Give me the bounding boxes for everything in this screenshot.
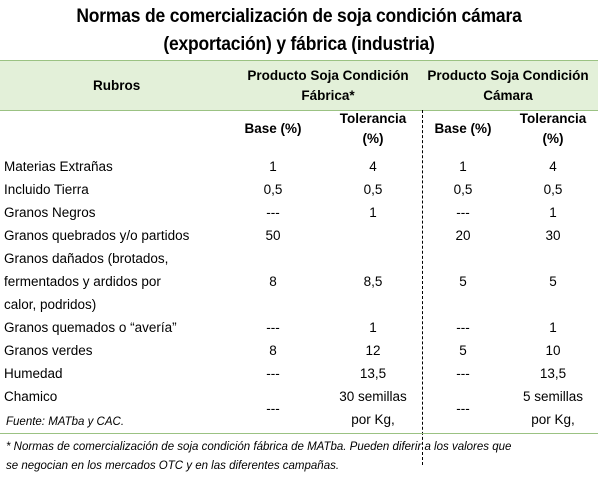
cell-rubro: Incluido Tierra — [4, 182, 89, 197]
header-fabrica-base: Base (%) — [244, 121, 302, 136]
cell-cam-tol: 4 — [549, 159, 557, 174]
header-group-camara-line-2: Cámara — [483, 88, 533, 103]
header-rubros: Rubros — [93, 78, 141, 93]
header-band — [0, 60, 598, 110]
footnote-line-1: * Normas de comercialización de soja con… — [6, 441, 512, 453]
cell-rubro: Materias Extrañas — [4, 159, 113, 174]
cell-cam-tol: por Kg, — [531, 412, 575, 427]
cell-fab-base: --- — [266, 205, 280, 220]
cell-rubro: Granos quemados o “avería” — [4, 320, 177, 335]
cell-fab-base: 0,5 — [263, 182, 283, 197]
cell-fab-base: --- — [266, 400, 280, 416]
cell-rubro: Humedad — [4, 366, 63, 381]
cell-cam-base: 5 — [459, 274, 467, 289]
source-note: Fuente: MATba y CAC. — [6, 416, 125, 428]
footnote-line-2: se negocian en los mercados OTC y en las… — [6, 460, 340, 472]
cell-cam-base: --- — [456, 400, 470, 416]
cell-fab-base: 1 — [269, 159, 277, 174]
cell-fab-tol: 1 — [369, 205, 377, 220]
header-camara-tolerancia-line-2: (%) — [542, 131, 564, 146]
header-bottom-rule — [0, 110, 598, 111]
cell-fab-base: --- — [266, 366, 280, 381]
header-group-fabrica-line-2: Fábrica* — [301, 88, 355, 103]
header-top-rule — [0, 60, 598, 61]
cell-fab-base: 8 — [269, 343, 277, 358]
cell-cam-tol: 13,5 — [539, 366, 567, 381]
cell-cam-tol: 30 — [545, 228, 561, 243]
cell-fab-tol: 4 — [369, 159, 377, 174]
table-title-line-1: Normas de comercialización de soja condi… — [76, 6, 522, 27]
cell-cam-base: --- — [456, 320, 470, 335]
cell-fab-tol: por Kg, — [351, 412, 395, 427]
cell-cam-tol: 10 — [545, 343, 561, 358]
cell-fab-base: 50 — [265, 228, 281, 243]
cell-rubro: Granos quebrados y/o partidos — [4, 228, 190, 243]
header-camara-tolerancia-line-1: Tolerancia — [519, 111, 587, 126]
cell-cam-tol: 0,5 — [543, 182, 563, 197]
cell-cam-tol: 5 — [549, 274, 557, 289]
cell-cam-base: --- — [456, 366, 470, 381]
cell-fab-tol: 13,5 — [359, 366, 387, 381]
table-title-line-2: (exportación) y fábrica (industria) — [163, 34, 435, 55]
cell-fab-tol: 0,5 — [363, 182, 383, 197]
header-group-fabrica-line-1: Producto Soja Condición — [247, 68, 409, 83]
header-fabrica-tolerancia-line-2: (%) — [362, 131, 384, 146]
cell-rubro: Chamico — [4, 389, 58, 404]
cell-rubro: calor, podridos) — [4, 297, 97, 312]
cell-rubro: Granos dañados (brotados, — [4, 251, 169, 266]
cell-fab-tol: 12 — [365, 343, 381, 358]
cell-cam-tol: 1 — [549, 205, 557, 220]
cell-cam-tol: 1 — [549, 320, 557, 335]
cell-fab-tol: 1 — [369, 320, 377, 335]
cell-fab-base: --- — [266, 320, 280, 335]
cell-cam-base: 1 — [459, 159, 467, 174]
cell-rubro: fermentados y ardidos por — [4, 274, 161, 289]
cell-rubro: Granos Negros — [4, 205, 96, 220]
cell-fab-tol: 30 semillas — [339, 389, 407, 404]
group-separator — [422, 110, 423, 465]
header-camara-base: Base (%) — [434, 121, 492, 136]
cell-cam-base: --- — [456, 205, 470, 220]
cell-cam-tol: 5 semillas — [522, 389, 584, 404]
cell-cam-base: 0,5 — [453, 182, 473, 197]
header-group-camara-line-1: Producto Soja Condición — [427, 68, 589, 83]
cell-rubro: Granos verdes — [4, 343, 93, 358]
cell-cam-base: 20 — [455, 228, 471, 243]
header-fabrica-tolerancia-line-1: Tolerancia — [339, 111, 407, 126]
table-bottom-rule — [0, 433, 598, 434]
cell-fab-tol: 8,5 — [363, 274, 383, 289]
cell-cam-base: 5 — [459, 343, 467, 358]
cell-fab-base: 8 — [269, 274, 277, 289]
